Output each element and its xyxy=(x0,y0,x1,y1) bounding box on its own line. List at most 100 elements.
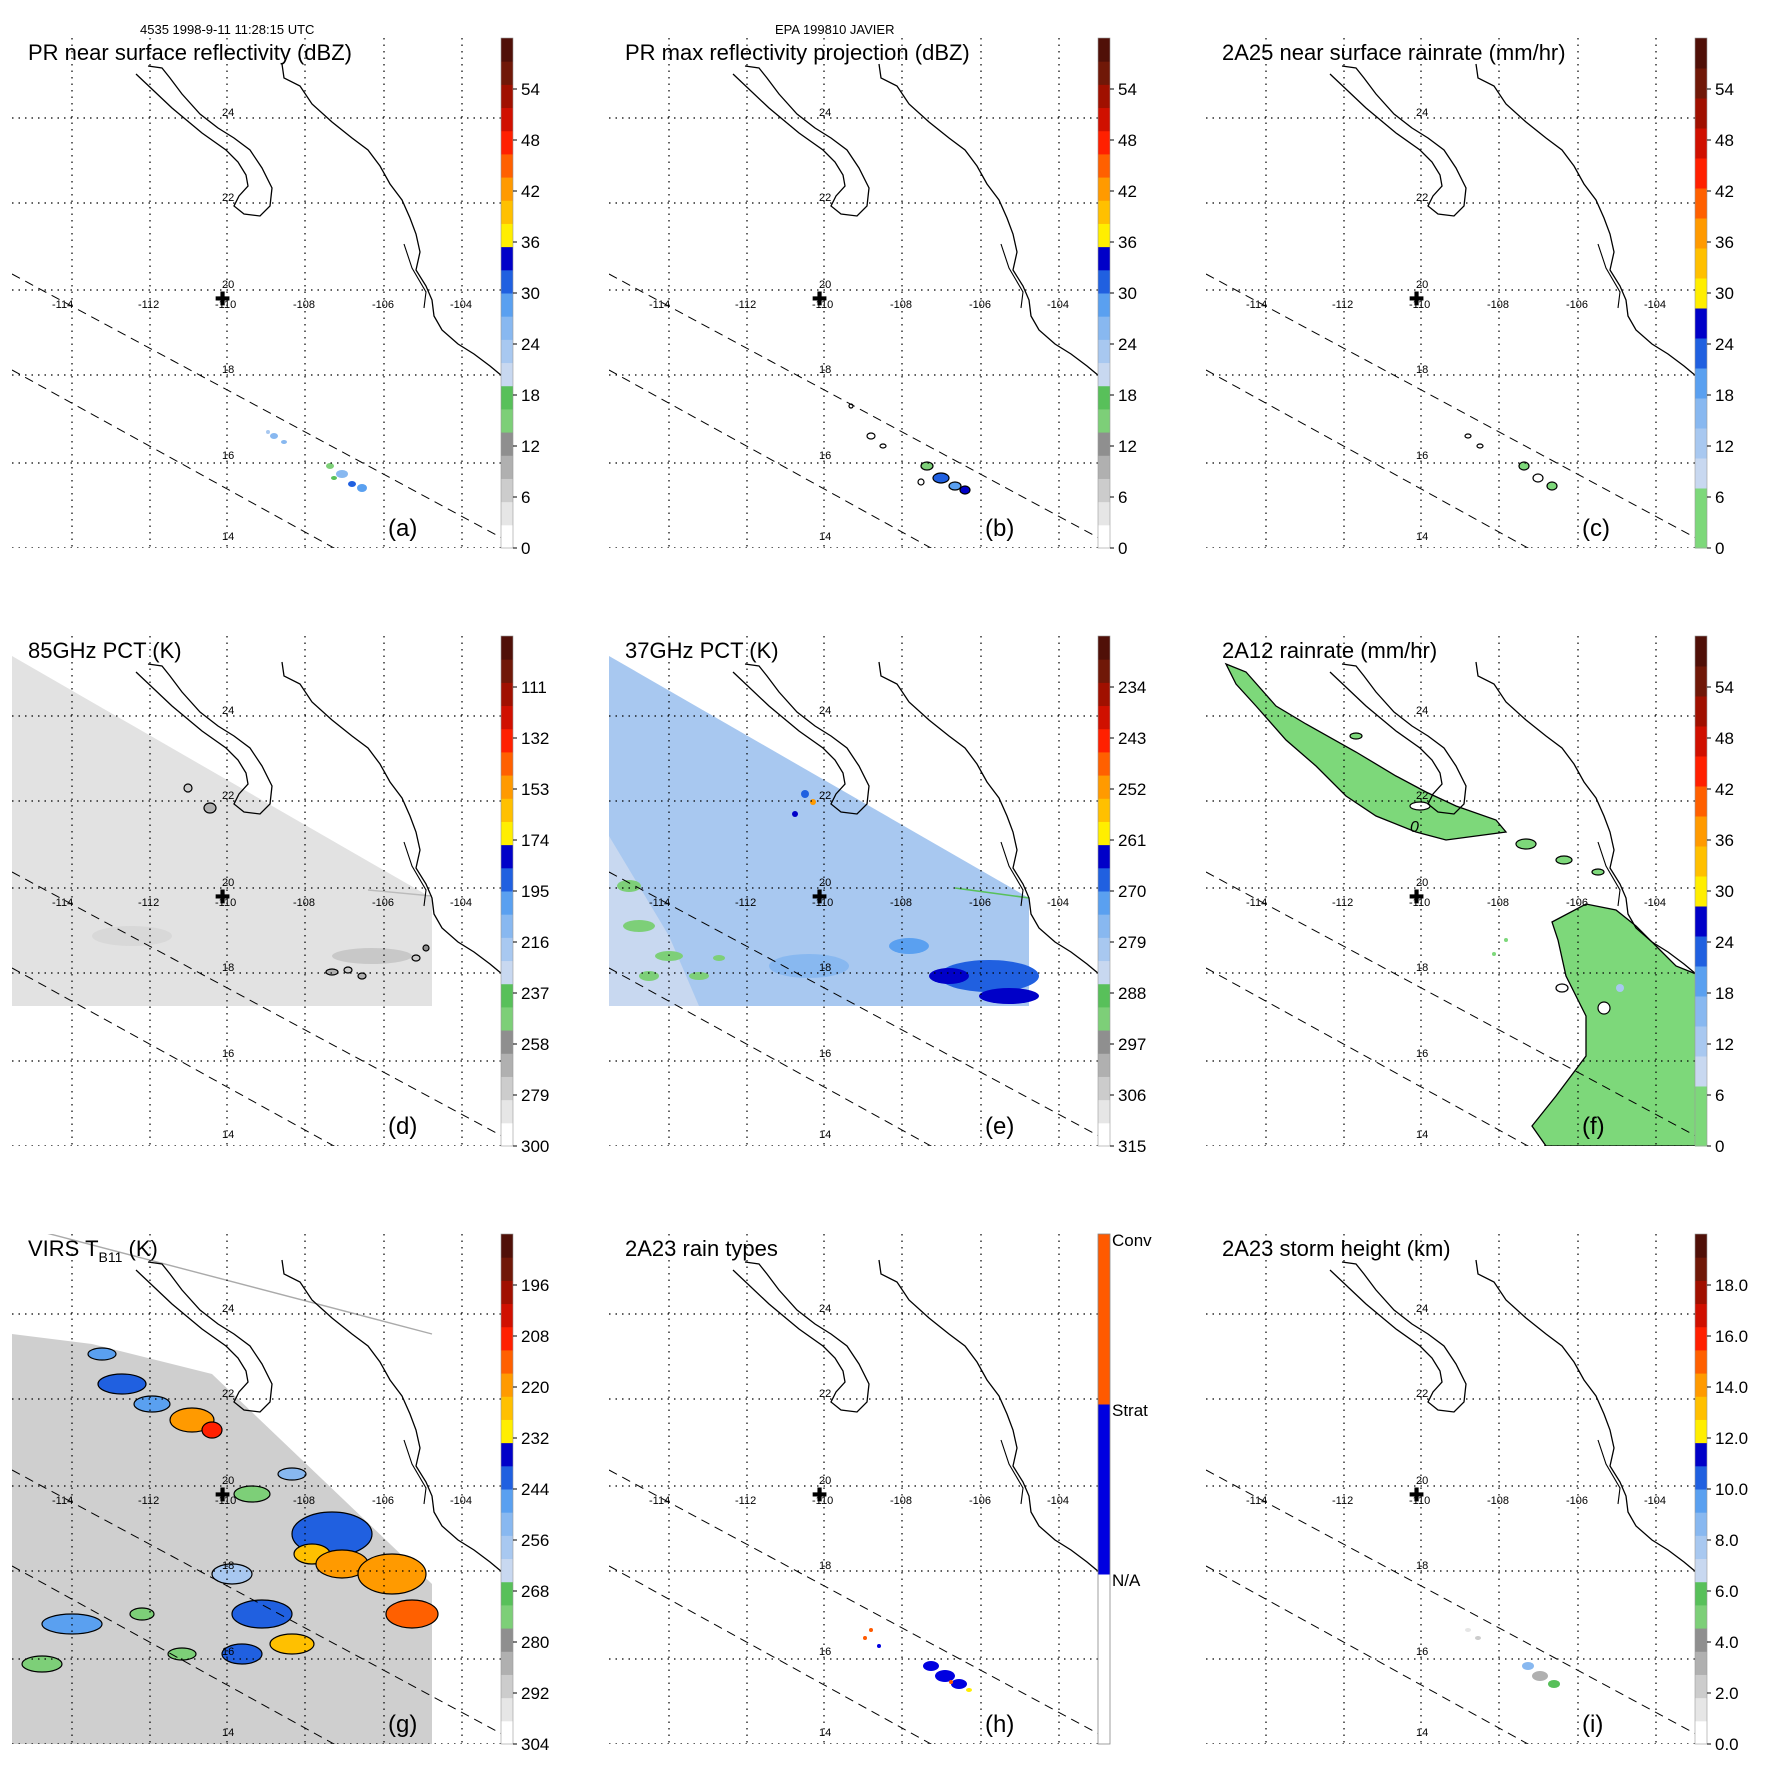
swath-edge-south xyxy=(1206,1565,1529,1744)
lat-label: 20 xyxy=(222,1475,234,1487)
pct-depression xyxy=(617,880,641,892)
coastline-baja xyxy=(135,663,273,815)
colorbar-segment xyxy=(1098,61,1110,85)
lon-label: -112 xyxy=(1332,897,1353,909)
lat-label: 16 xyxy=(819,1646,831,1658)
colorbar-segment xyxy=(1695,816,1707,847)
colorbar-segment xyxy=(1695,1535,1707,1560)
lon-label: -104 xyxy=(450,299,472,311)
lat-label: 18 xyxy=(819,364,831,376)
lon-label: -106 xyxy=(1566,1495,1588,1507)
virs-cloud xyxy=(269,1633,315,1655)
swath-edge-north xyxy=(609,273,1099,539)
panel-i: 24 22 20 18 16 14 -114 -112 -110 -108 -106 -104 ✚ 2A2… xyxy=(1206,1233,1748,1754)
virs-cloud xyxy=(87,1347,117,1361)
lon-label: -108 xyxy=(890,897,912,909)
colorbar-tick-label: 0 xyxy=(521,539,530,558)
rain-area-south xyxy=(1531,903,1696,1146)
colorbar-segment xyxy=(1695,1697,1707,1722)
colorbar-segment xyxy=(1098,524,1110,549)
panel-label-f: (f) xyxy=(1582,1113,1605,1140)
lon-label: -106 xyxy=(372,299,394,311)
rain-type-pixel xyxy=(877,1644,881,1648)
rain-cell xyxy=(1532,473,1544,483)
colorbar-e: 234 243 252 261 270 279 288 297 306 315 xyxy=(1097,635,1146,1156)
lat-label: 14 xyxy=(1416,531,1428,543)
pr-echo xyxy=(959,485,971,495)
colorbar-tick-label: 243 xyxy=(1118,729,1146,748)
lon-label: -108 xyxy=(890,1495,912,1507)
panel-label-b: (b) xyxy=(985,515,1014,542)
lon-label: -114 xyxy=(52,897,73,909)
colorbar-frame xyxy=(1097,1233,1111,1745)
colorbar-tick-label: 48 xyxy=(1118,131,1137,150)
colorbar-segment xyxy=(501,432,513,456)
colorbar-segment xyxy=(1695,1257,1707,1281)
colorbar-segment xyxy=(1098,38,1110,62)
colorbar-segment xyxy=(501,1628,513,1652)
colorbar-segment xyxy=(501,1465,513,1490)
map-area-b: 24 22 20 18 16 14 -114 -112 -110 -108 -106 -104 ✚ xyxy=(609,38,1099,548)
rain-type-pixel xyxy=(966,1688,972,1692)
colorbar-segment xyxy=(1098,501,1110,526)
colorbar-tick-label: 300 xyxy=(521,1137,549,1156)
colorbar-segment xyxy=(1098,1006,1110,1031)
colorbar-h: Conv Strat N/A xyxy=(1097,1231,1152,1745)
virs-cloud xyxy=(201,1421,223,1439)
lon-label: -104 xyxy=(1644,1495,1666,1507)
virs-swath xyxy=(12,1334,432,1744)
colorbar-segment xyxy=(1695,158,1707,189)
colorbar-a: 54 48 42 36 30 24 18 12 6 0 xyxy=(500,37,540,558)
lat-label: 14 xyxy=(819,531,831,543)
panel-label-c: (c) xyxy=(1582,515,1610,542)
colorbar-tick-label: 30 xyxy=(521,284,540,303)
virs-cloud xyxy=(385,1599,439,1629)
rain-type-pixel xyxy=(869,1628,873,1632)
colorbar-segment xyxy=(1695,876,1707,907)
colorbar-segment xyxy=(1098,84,1110,109)
lon-label: -110 xyxy=(215,897,236,909)
lat-label: 20 xyxy=(222,877,234,889)
rain-type-pixel xyxy=(949,1680,953,1684)
pct-depression xyxy=(357,972,367,980)
colorbar-tick-label: 244 xyxy=(521,1480,549,1499)
panel-label-e: (e) xyxy=(985,1113,1014,1140)
storm-height-pixel xyxy=(1465,1628,1471,1632)
colorbar-segment xyxy=(1695,308,1707,339)
panel-g: 24 22 20 18 16 14 -114 -112 -110 -108 -106 -104 ✚ VIR… xyxy=(12,1233,549,1754)
colorbar-tick-label: 12 xyxy=(521,437,540,456)
colorbar-segment xyxy=(501,1720,513,1745)
lat-label: 24 xyxy=(819,705,831,717)
lat-label: 16 xyxy=(1416,1048,1428,1060)
lon-label: -108 xyxy=(293,897,315,909)
pct-depression xyxy=(203,802,217,814)
lat-label: 14 xyxy=(819,1129,831,1141)
lon-label: -104 xyxy=(1047,897,1069,909)
storm-center-marker: ✚ xyxy=(812,1485,827,1505)
lon-label: -110 xyxy=(1409,1495,1430,1507)
lat-label: 16 xyxy=(1416,1646,1428,1658)
lat-label: 14 xyxy=(819,1727,831,1739)
storm-center-marker: ✚ xyxy=(215,887,230,907)
pct-depression xyxy=(929,968,969,984)
colorbar-segment xyxy=(1695,68,1707,99)
storm-center-marker: ✚ xyxy=(215,1485,230,1505)
lon-label: -110 xyxy=(812,299,833,311)
colorbar-segment xyxy=(501,659,513,683)
rain-cell xyxy=(1464,433,1472,439)
colorbar-segment xyxy=(1695,1674,1707,1699)
lon-label: -114 xyxy=(1246,897,1267,909)
lat-label: 14 xyxy=(1416,1129,1428,1141)
lon-label: -104 xyxy=(1644,897,1666,909)
colorbar-tick-label: 42 xyxy=(521,182,540,201)
colorbar-segment xyxy=(1695,1558,1707,1583)
colorbar-segment xyxy=(1695,786,1707,817)
colorbar-segment xyxy=(1098,362,1110,387)
colorbar-segment xyxy=(501,61,513,85)
colorbar-segment xyxy=(501,636,513,660)
colorbar-segment xyxy=(1695,518,1707,549)
colorbar-segment xyxy=(1695,1489,1707,1513)
colorbar-segment xyxy=(501,937,513,962)
colorbar-segment xyxy=(1695,1056,1707,1087)
lat-label: 14 xyxy=(222,1727,234,1739)
